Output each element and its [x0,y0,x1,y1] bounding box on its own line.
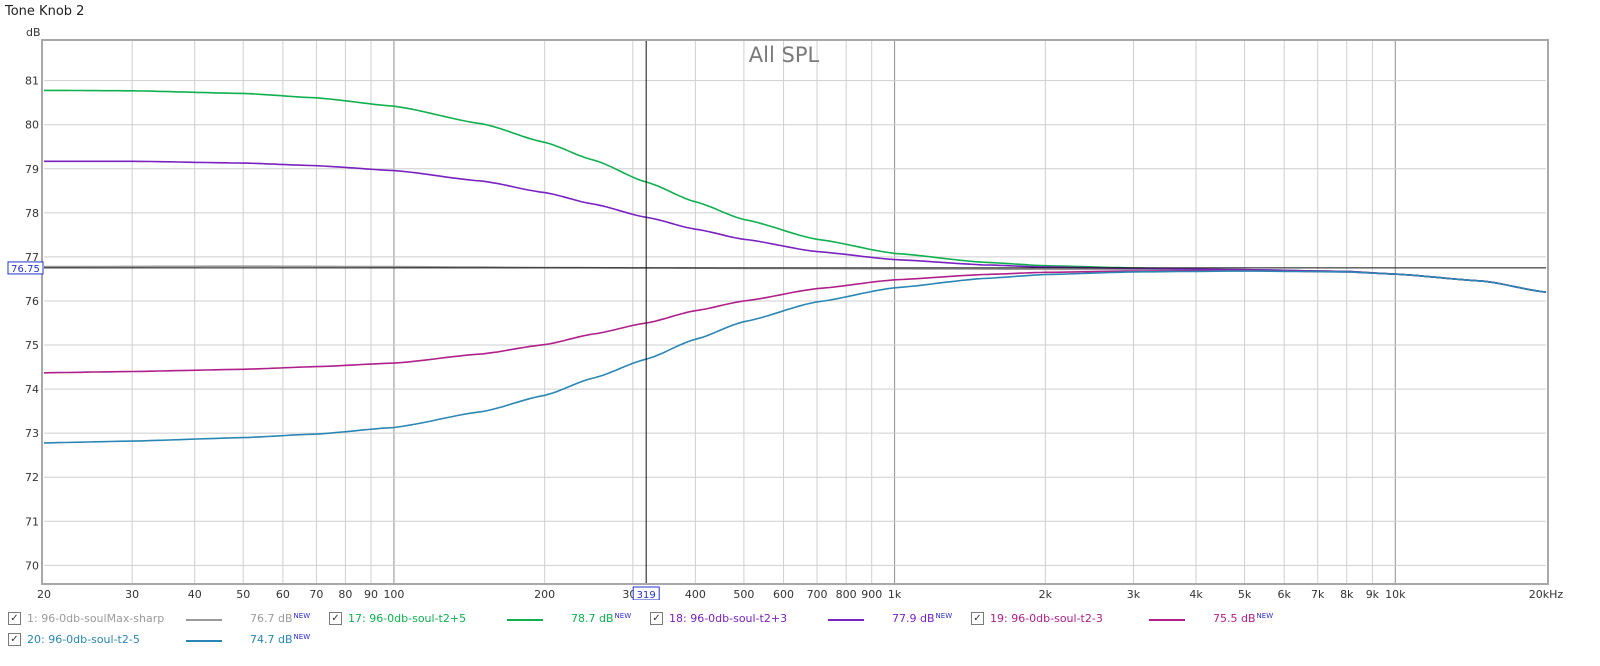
x-tick-label: 600 [773,588,794,600]
cursor-level-box [7,261,44,275]
x-tick-label: 5k [1238,588,1252,600]
x-tick-labels: 2030405060708090100200300400500600700800… [37,588,1563,600]
legend-series-name: 17: 96-0db-soul-t2+5 [348,612,467,625]
grid-lines [44,41,1546,583]
legend-swatch [507,619,543,621]
legend-value: 74.7 dBNEW [250,633,311,646]
x-tick-label: 800 [836,588,857,600]
legend-series-name: 1: 96-0db-soulMax-sharp [27,612,165,625]
legend-value: 76.7 dBNEW [250,612,311,625]
chart-title: All SPL [749,43,820,67]
y-tick-label: 73 [25,427,39,440]
x-tick-label: 1k [888,588,902,600]
x-tick-label: 10k [1385,588,1406,600]
legend-swatch [186,619,222,621]
x-tick-label: 700 [807,588,828,600]
y-tick-label: 81 [25,75,39,88]
x-tick-label: 900 [861,588,882,600]
y-tick-label: 71 [25,515,39,528]
series-line [43,270,1547,444]
legend-item[interactable]: ✓ 19: 96-0db-soul-t2-3 75.5 dBNEW [971,609,1291,629]
legend-value: 78.7 dBNEW [571,612,632,625]
legend-value: 75.5 dBNEW [1213,612,1274,625]
y-tick-label: 78 [25,207,39,220]
x-tick-label: 6k [1278,588,1292,600]
y-tick-labels: 70 71 72 73 74 75 76 77 78 79 80 81 [25,75,39,573]
legend-swatch [186,640,222,642]
legend-value: 77.9 dBNEW [892,612,953,625]
legend-checkbox[interactable]: ✓ [650,612,663,625]
legend-series-name: 18: 96-0db-soul-t2+3 [669,612,788,625]
y-tick-label: 74 [25,383,39,396]
x-tick-label: 100 [383,588,404,600]
x-tick-label: 4k [1189,588,1203,600]
x-tick-label: 60 [276,588,290,600]
legend-checkbox[interactable]: ✓ [8,612,21,625]
cursor-crosshair[interactable]: 76.75 319 [7,41,1546,600]
x-tick-label: 90 [364,588,378,600]
y-tick-label: 80 [25,119,39,132]
y-tick-label: 79 [25,163,39,176]
x-tick-label: 200 [534,588,555,600]
legend-series-name: 20: 96-0db-soul-t2-5 [27,633,140,646]
spl-chart[interactable]: dB 2030405060708090100200300400500600700… [0,0,1600,600]
cursor-frequency-box [632,586,660,600]
x-tick-label: 3k [1127,588,1141,600]
legend-item[interactable]: ✓ 20: 96-0db-soul-t2-5 74.7 dBNEW [8,630,328,650]
window-title: Tone Knob 2 [5,4,85,19]
x-tick-label: 400 [685,588,706,600]
legend-checkbox[interactable]: ✓ [8,633,21,646]
y-axis-unit: dB [26,26,41,39]
y-tick-label: 75 [25,339,39,352]
y-tick-label: 70 [25,559,39,572]
series-lines [43,89,1547,444]
cursor-level-label: 76.75 [11,264,40,275]
legend-swatch [828,619,864,621]
legend-item[interactable]: ✓ 1: 96-0db-soulMax-sharp 76.7 dBNEW [8,609,328,629]
legend-series-name: 19: 96-0db-soul-t2-3 [990,612,1103,625]
legend-checkbox[interactable]: ✓ [329,612,342,625]
legend-item[interactable]: ✓ 18: 96-0db-soul-t2+3 77.9 dBNEW [650,609,970,629]
y-tick-label: 77 [25,251,39,264]
x-tick-label: 2k [1039,588,1053,600]
y-tick-label: 72 [25,471,39,484]
plot-frame [41,39,1549,585]
x-tick-label: 500 [733,588,754,600]
legend-item[interactable]: ✓ 17: 96-0db-soul-t2+5 78.7 dBNEW [329,609,649,629]
y-tick-label: 76 [25,295,39,308]
x-tick-label: 9k [1366,588,1380,600]
x-tick-label: 20kHz [1529,588,1564,600]
x-tick-label: 70 [309,588,323,600]
x-tick-label: 20 [37,588,51,600]
x-tick-label: 7k [1311,588,1325,600]
x-tick-label: 80 [338,588,352,600]
legend-checkbox[interactable]: ✓ [971,612,984,625]
legend-swatch [1149,619,1185,621]
x-tick-label: 40 [188,588,202,600]
x-tick-label: 8k [1340,588,1354,600]
x-tick-label: 30 [125,588,139,600]
x-tick-label: 50 [236,588,250,600]
cursor-frequency-label: 319 [637,590,656,600]
